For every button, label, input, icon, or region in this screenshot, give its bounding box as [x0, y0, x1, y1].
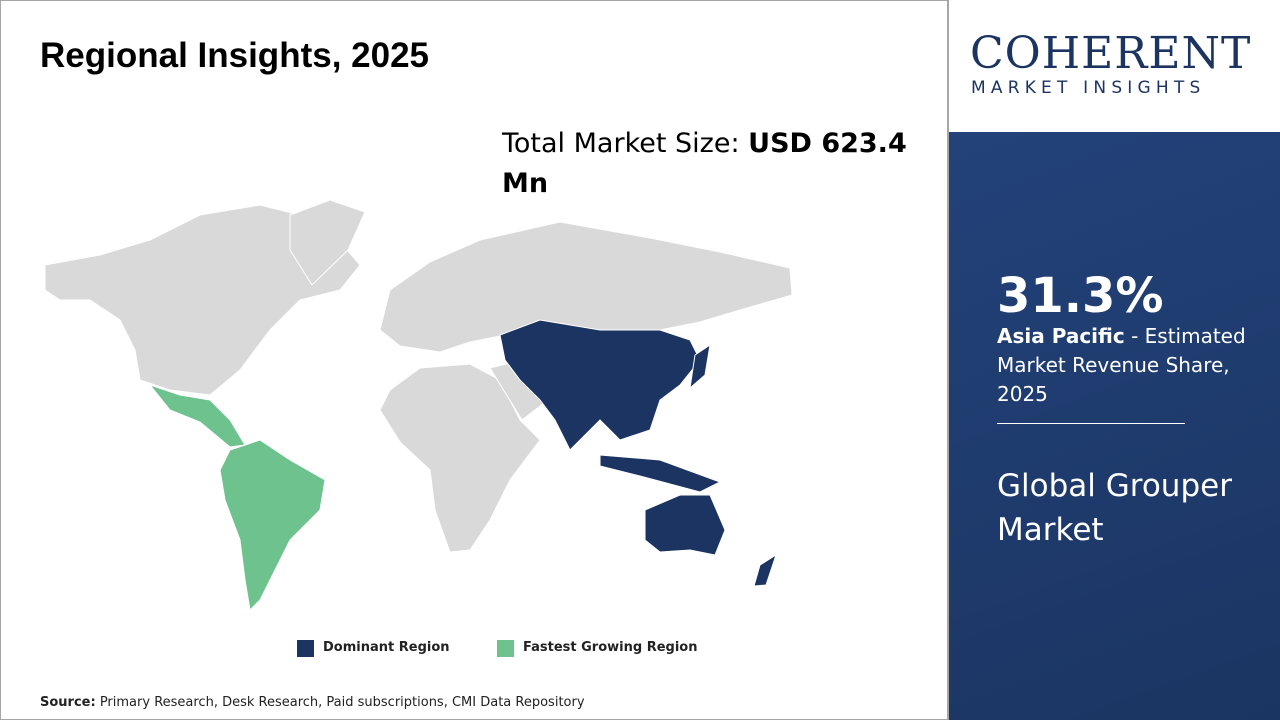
asia	[499, 319, 701, 451]
legend-swatch	[297, 640, 314, 657]
separator	[997, 423, 1185, 424]
legend-label: Dominant Region	[323, 640, 450, 655]
world-map	[44, 199, 793, 612]
side-panel	[949, 132, 1280, 720]
south-america	[219, 439, 326, 612]
logo-tagline: MARKET INSIGHTS	[971, 78, 1206, 98]
central-america	[148, 383, 246, 448]
market-size-value: USD 623.4 Mn	[502, 128, 907, 199]
north-america	[44, 204, 361, 396]
japan	[689, 343, 711, 390]
market-name: Global Grouper Market	[997, 468, 1232, 548]
legend-swatch	[497, 640, 514, 657]
source-text: Primary Research, Desk Research, Paid su…	[95, 695, 585, 710]
indonesia	[599, 454, 722, 493]
eurasia	[379, 221, 793, 353]
description: - Estimated Market Revenue Share, 2025	[997, 324, 1246, 406]
share-description: Asia Pacific - Estimated Market Revenue …	[997, 322, 1247, 409]
logo-area	[949, 0, 1280, 132]
new-zealand	[753, 553, 777, 587]
greenland	[289, 199, 366, 286]
source-label: Source:	[40, 695, 96, 710]
africa	[379, 363, 541, 553]
logo-name: COHERENT	[970, 28, 1252, 79]
market-size-label: Total Market Size:	[502, 128, 749, 159]
market-size: Total Market Size: USD 623.4 Mn	[502, 124, 922, 204]
share-value: 31.3%	[997, 268, 1164, 324]
title: Regional Insights, 2025	[40, 36, 429, 75]
source: Source: Primary Research, Desk Research,…	[40, 695, 585, 710]
australia	[644, 494, 726, 556]
region-name: Asia Pacific	[997, 324, 1125, 348]
legend-label: Fastest Growing Region	[523, 640, 698, 655]
